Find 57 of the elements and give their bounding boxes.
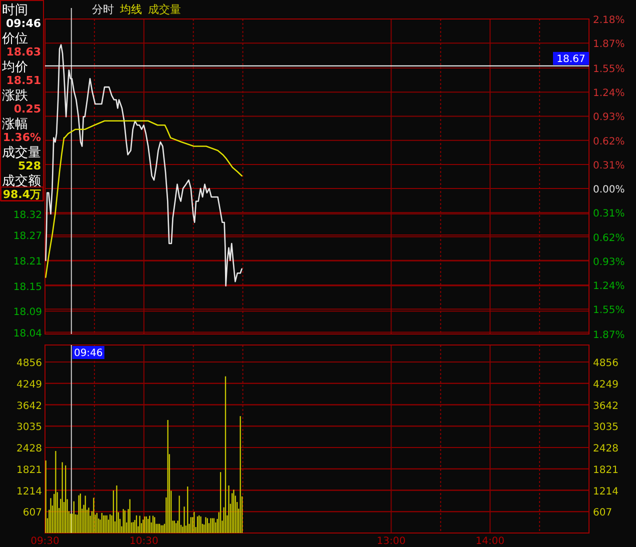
y-tick-label: 1214 xyxy=(16,486,42,498)
text: 成交量 xyxy=(2,144,41,160)
text: 涨跌 xyxy=(2,88,28,104)
y2-tick-label: 0.93% xyxy=(593,256,625,268)
text: 成交额 xyxy=(2,173,41,189)
y2-tick-label: 1214 xyxy=(593,486,618,498)
y2-tick-label: 0.00% xyxy=(593,184,625,196)
legend: 分时 均线 成交量 xyxy=(92,3,181,16)
y-tick-label: 4249 xyxy=(16,379,42,390)
y2-tick-label: 3642 xyxy=(593,400,618,412)
y2-tick-label: 607 xyxy=(593,508,612,519)
x-tick-label: 09:30 xyxy=(30,536,60,547)
y-tick-label: 18.15 xyxy=(13,282,42,293)
y2-tick-label: 4856 xyxy=(593,358,618,370)
x-tick-label: 10:30 xyxy=(129,536,158,547)
y2-tick-label: 1.24% xyxy=(593,88,625,100)
y2-tick-label: 2.18% xyxy=(593,15,625,26)
y2-tick-label: 1821 xyxy=(593,464,618,476)
ref-line-label: 18.67 xyxy=(556,54,586,65)
y2-tick-label: 4249 xyxy=(593,379,618,390)
text: 时间 xyxy=(2,3,28,18)
y-tick-label: 18.21 xyxy=(13,256,42,268)
y2-tick-label: 0.62% xyxy=(593,232,625,244)
y-tick-label: 18.04 xyxy=(13,328,42,340)
y2-tick-label: 1.24% xyxy=(593,281,625,292)
x-tick-label: 13:00 xyxy=(376,536,406,547)
y-tick-label: 18.27 xyxy=(13,231,42,242)
y2-tick-label: 1.55% xyxy=(593,305,625,316)
y-tick-label: 18.32 xyxy=(13,210,42,221)
y2-tick-label: 1.55% xyxy=(593,64,625,75)
y2-tick-label: 2428 xyxy=(593,444,618,455)
y2-tick-label: 1.87% xyxy=(593,330,625,341)
text: 0.25 xyxy=(14,102,41,116)
y2-tick-label: 0.31% xyxy=(593,160,625,172)
y-tick-label: 607 xyxy=(22,508,42,519)
y2-tick-label: 0.62% xyxy=(593,136,625,148)
text: 涨幅 xyxy=(2,117,28,132)
annotation: 09:46 xyxy=(74,348,103,359)
y-tick-label: 3642 xyxy=(16,400,42,412)
y-tick-label: 1821 xyxy=(16,464,42,476)
text: 18.51 xyxy=(6,74,41,87)
y2-tick-label: 3035 xyxy=(593,422,618,434)
x-tick-label: 14:00 xyxy=(476,536,505,547)
y-tick-label: 2428 xyxy=(16,444,42,455)
text: 18.63 xyxy=(6,46,41,58)
y2-tick-label: 0.93% xyxy=(593,112,625,124)
text: 价位 xyxy=(1,32,28,46)
y-tick-label: 4856 xyxy=(16,358,42,370)
y-tick-label: 18.09 xyxy=(13,307,42,318)
text: 09:46 xyxy=(6,17,42,30)
y2-tick-label: 1.87% xyxy=(593,39,625,50)
y-tick-label: 3035 xyxy=(16,422,42,434)
y2-tick-label: 0.31% xyxy=(593,208,625,220)
text: 528 xyxy=(18,160,41,172)
text: 均价 xyxy=(1,60,28,75)
text: 1.36% xyxy=(2,131,41,144)
text: 98.4万 xyxy=(2,188,41,201)
